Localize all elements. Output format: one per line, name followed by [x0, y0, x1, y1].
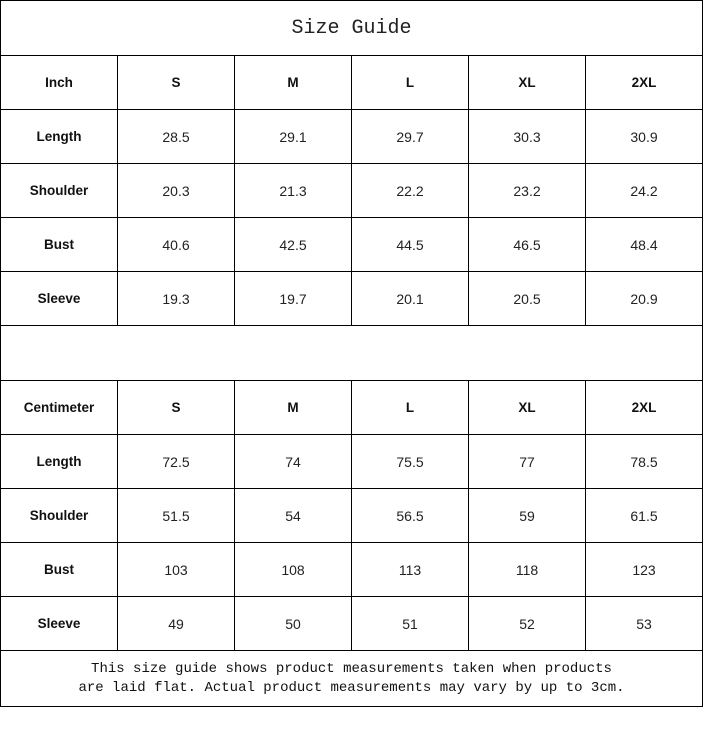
size-header: 2XL	[585, 55, 703, 110]
measurement-value: 53	[585, 596, 703, 651]
measurement-value: 72.5	[117, 434, 235, 489]
size-header: L	[351, 55, 469, 110]
size-header: M	[234, 55, 352, 110]
measurement-value: 56.5	[351, 488, 469, 543]
header-row: Centimeter S M L XL 2XL	[0, 380, 703, 435]
size-header: S	[117, 380, 235, 435]
measurement-value: 74	[234, 434, 352, 489]
measurement-value: 118	[468, 542, 586, 597]
measurement-value: 52	[468, 596, 586, 651]
table-row: Shoulder 51.5 54 56.5 59 61.5	[0, 488, 703, 543]
measurement-value: 51	[351, 596, 469, 651]
measurement-value: 51.5	[117, 488, 235, 543]
measurement-note: This size guide shows product measuremen…	[0, 650, 703, 707]
measurement-value: 123	[585, 542, 703, 597]
measurement-value: 113	[351, 542, 469, 597]
measurement-value: 75.5	[351, 434, 469, 489]
table-row: Length 72.5 74 75.5 77 78.5	[0, 434, 703, 489]
measurement-value: 29.7	[351, 109, 469, 164]
measurement-value: 20.3	[117, 163, 235, 218]
note-line-1: This size guide shows product measuremen…	[91, 660, 612, 677]
spacer-row	[0, 325, 703, 381]
measurement-value: 42.5	[234, 217, 352, 272]
size-guide-table: Size Guide Inch S M L XL 2XL Length 28.5 29.1 29.…	[0, 0, 703, 707]
unit-header: Inch	[0, 55, 118, 110]
measurement-value: 48.4	[585, 217, 703, 272]
measurement-value: 30.3	[468, 109, 586, 164]
spacer	[0, 325, 703, 381]
measurement-value: 21.3	[234, 163, 352, 218]
measurement-value: 19.7	[234, 271, 352, 326]
measurement-value: 22.2	[351, 163, 469, 218]
measurement-value: 108	[234, 542, 352, 597]
measurement-label: Bust	[0, 542, 118, 597]
size-header: 2XL	[585, 380, 703, 435]
table-row: Bust 40.6 42.5 44.5 46.5 48.4	[0, 217, 703, 272]
measurement-value: 23.2	[468, 163, 586, 218]
measurement-value: 50	[234, 596, 352, 651]
size-header: L	[351, 380, 469, 435]
table-row: Shoulder 20.3 21.3 22.2 23.2 24.2	[0, 163, 703, 218]
measurement-label: Bust	[0, 217, 118, 272]
measurement-value: 59	[468, 488, 586, 543]
measurement-value: 20.1	[351, 271, 469, 326]
header-row: Inch S M L XL 2XL	[0, 55, 703, 110]
measurement-value: 54	[234, 488, 352, 543]
page-title: Size Guide	[0, 0, 703, 56]
measurement-value: 61.5	[585, 488, 703, 543]
size-header: M	[234, 380, 352, 435]
size-header: S	[117, 55, 235, 110]
measurement-value: 40.6	[117, 217, 235, 272]
measurement-value: 44.5	[351, 217, 469, 272]
measurement-value: 30.9	[585, 109, 703, 164]
measurement-value: 46.5	[468, 217, 586, 272]
measurement-value: 78.5	[585, 434, 703, 489]
size-header: XL	[468, 380, 586, 435]
measurement-value: 28.5	[117, 109, 235, 164]
note-line-2: are laid flat. Actual product measuremen…	[78, 679, 625, 696]
measurement-label: Length	[0, 109, 118, 164]
measurement-value: 19.3	[117, 271, 235, 326]
table-row: Sleeve 19.3 19.7 20.1 20.5 20.9	[0, 271, 703, 326]
table-row: Length 28.5 29.1 29.7 30.3 30.9	[0, 109, 703, 164]
measurement-value: 49	[117, 596, 235, 651]
measurement-value: 77	[468, 434, 586, 489]
measurement-value: 29.1	[234, 109, 352, 164]
measurement-value: 20.9	[585, 271, 703, 326]
table-row: Bust 103 108 113 118 123	[0, 542, 703, 597]
measurement-label: Sleeve	[0, 271, 118, 326]
measurement-value: 24.2	[585, 163, 703, 218]
measurement-value: 103	[117, 542, 235, 597]
measurement-label: Shoulder	[0, 488, 118, 543]
unit-header: Centimeter	[0, 380, 118, 435]
size-header: XL	[468, 55, 586, 110]
table-row: Sleeve 49 50 51 52 53	[0, 596, 703, 651]
note-row: This size guide shows product measuremen…	[0, 650, 703, 707]
measurement-value: 20.5	[468, 271, 586, 326]
measurement-label: Shoulder	[0, 163, 118, 218]
measurement-label: Length	[0, 434, 118, 489]
measurement-label: Sleeve	[0, 596, 118, 651]
